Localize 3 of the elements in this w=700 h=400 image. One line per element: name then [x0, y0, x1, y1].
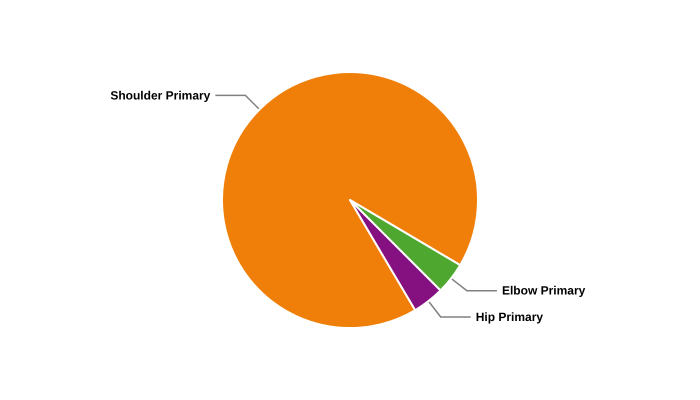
slice-label: Elbow Primary — [502, 284, 586, 298]
slice-label: Hip Primary — [476, 310, 544, 324]
slice-label: Shoulder Primary — [110, 88, 211, 102]
